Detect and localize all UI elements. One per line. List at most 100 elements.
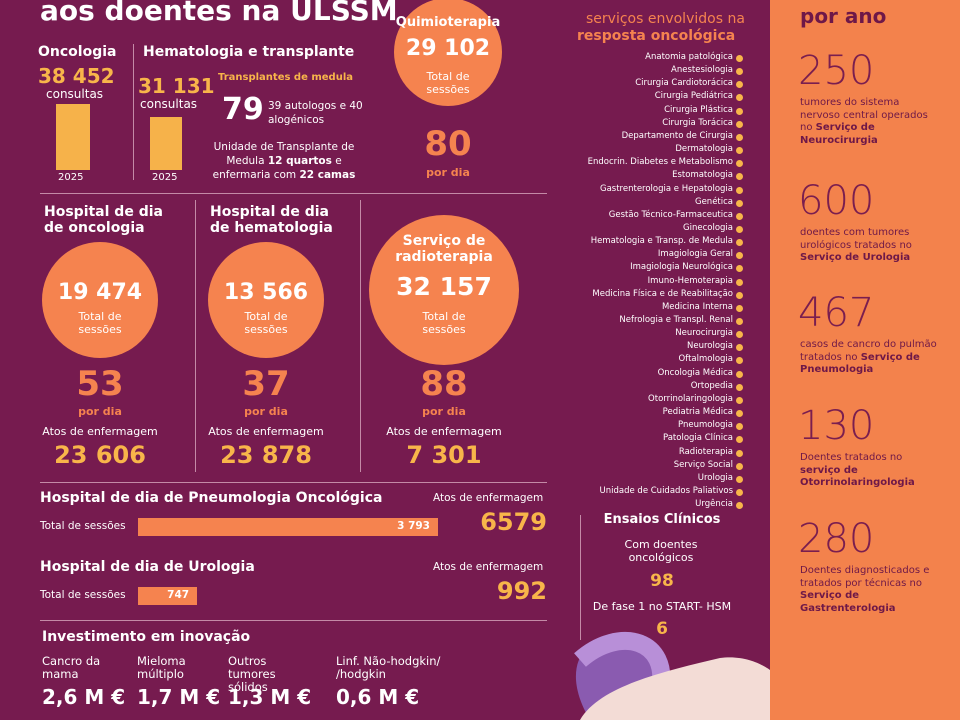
stat: 98 [650,571,674,591]
list-item: Serviço Social [673,459,733,470]
list-item: Oftalmologia [678,354,733,365]
section-title: Hospital de dia de Urologia [40,559,255,575]
bullet [736,173,743,181]
note: Unidade de Transplante de Medula 12 quar… [208,140,360,183]
list-item: Neurocirurgia [675,328,733,339]
divider [40,482,547,483]
text: Serviço de Neurocirurgia [800,122,878,146]
label: 2025 [58,172,84,183]
side-panel: por ano 250 tumores do sistema nervoso ce… [770,0,960,720]
section-title: resposta oncológica [577,28,736,44]
list-item: Oncologia Médica [657,367,733,378]
bullet [736,81,743,89]
section-title: por ano [800,4,887,28]
text: Serviço de Urologia [800,252,911,263]
text: Doentes diagnosticados e tratados por té… [800,565,930,589]
list-item: Urgência [695,499,733,510]
subtitle: serviços envolvidos na [586,11,745,27]
label: Atos de enfermagem [208,425,324,438]
list-item: Neurologia [686,341,733,352]
label: Com doentes oncológicos [624,538,698,564]
label: Outros tumores sólidos [228,654,276,695]
stat: 19 474 [57,280,143,305]
list-item: Imagiologia Geral [657,249,733,260]
text: tumores do sistema nervoso central opera… [800,97,928,133]
bullet [736,383,743,391]
bullet [736,502,743,510]
bar-label: 747 [167,589,190,601]
bullet [736,423,743,431]
list-item: Departamento de Cirurgia [621,130,733,141]
bar-label: 3 793 [397,520,430,532]
stat: 250 [798,48,875,94]
stat: 600 [798,178,875,224]
stat: 38 452 [38,64,115,88]
list-item: Gastrenterologia e Hepatologia [600,183,733,194]
section-title: Hematologia e transplante [143,44,355,60]
divider [40,193,547,194]
bullet [736,147,743,155]
bullet [736,239,743,247]
list-item: Cirurgia Cardiotorácica [635,78,733,89]
section-title: Ensaios Clínicos [603,512,721,527]
text: 22 camas [299,169,356,182]
label: Total de sessões [422,310,466,336]
bullet [736,120,743,128]
stat: 1,7 M € [137,685,221,709]
bullet [736,475,743,483]
stat: 13 566 [223,280,309,305]
section-title: Oncologia [38,44,117,60]
circle [208,242,324,358]
bullet [736,410,743,418]
text: Unidade de Transplante de Medula [213,141,355,168]
list-item: Estomatologia [672,170,733,181]
label: por dia [78,405,122,418]
bullet [736,344,743,352]
list-item: Nefrologia e Transpl. Renal [619,315,733,325]
text: casos de cancro do pulmão tratados no [800,339,937,363]
label: por dia [244,405,288,418]
bullet [736,357,743,365]
text: doentes com tumores urológicos tratados … [800,227,940,265]
list-item: Pediatria Médica [662,407,733,418]
stat: 32 157 [396,272,492,301]
label: Mieloma múltiplo [137,654,186,682]
text: Doentes tratados no [800,452,903,463]
list-item: Endocrin. Diabetes e Metabolismo [587,157,733,168]
bullet [736,212,743,220]
bullet [736,94,743,102]
circle [369,215,519,365]
list-item: Dermatologia [675,144,733,155]
bar [138,518,438,536]
label: por dia [422,405,466,418]
title: aos doentes na ULSSM [40,0,398,27]
section-title: Investimento em inovação [42,629,251,645]
stat: 467 [798,290,875,336]
stat: 130 [798,403,875,449]
list-item: Ortopedia [690,380,733,391]
stat: 53 [76,364,124,404]
bullet [736,462,743,470]
list-item: Unidade de Cuidados Paliativos [599,485,733,496]
divider [360,200,361,472]
section-title: Hospital de dia de Pneumologia Oncológic… [40,490,383,506]
label: 39 autologos e 40 alogénicos [268,100,363,126]
bullet [736,107,743,115]
stat: 6579 [480,508,547,536]
text: doentes com tumores urológicos tratados … [800,227,912,251]
list-item: Patologia Clínica [662,433,733,444]
stat: 280 [798,516,875,562]
bullet [736,55,743,62]
bullet [736,160,743,168]
bullet [736,304,743,312]
label: Total de sessões [426,70,470,96]
label: De fase 1 no START- HSM [592,600,732,613]
label: Linf. Não-hodgkin/ /hodgkin [336,654,441,682]
list-item: Medicina Física e de Reabilitação [592,288,733,299]
text: tumores do sistema nervoso central opera… [800,97,940,147]
section-title: Quimioterapia [395,15,501,30]
label: Total de sessões [40,520,126,532]
list-item: Imuno-Hemoterapia [647,275,733,286]
list-item: Anestesiologia [671,65,733,76]
